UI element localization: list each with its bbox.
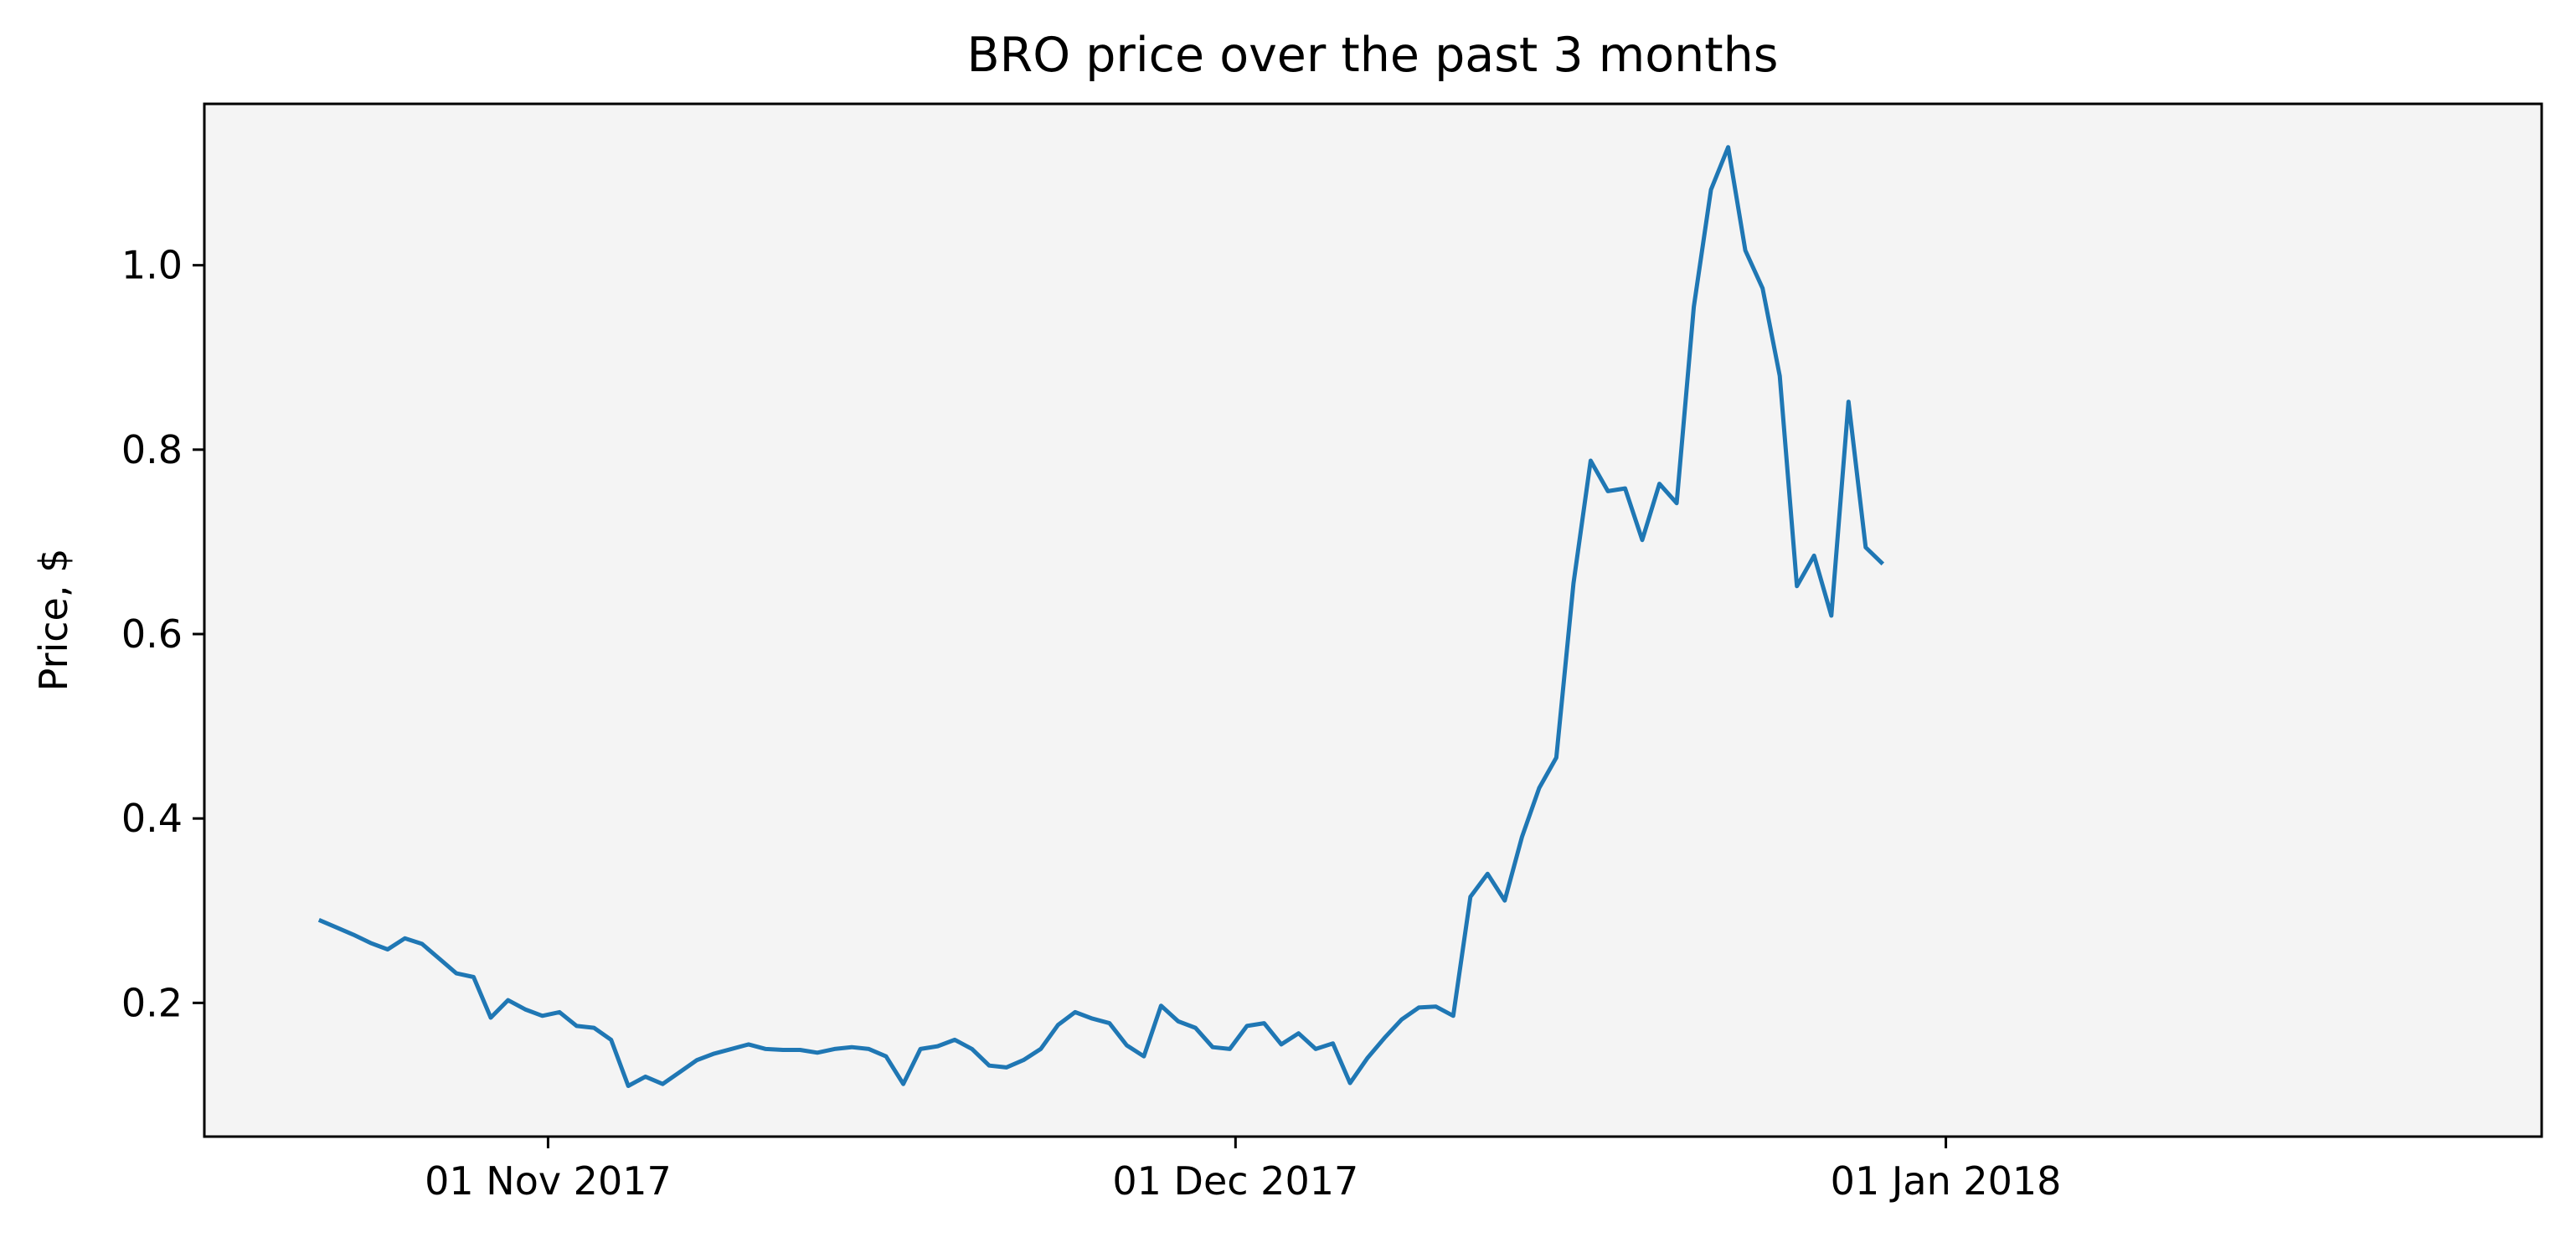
chart-marks [317, 145, 1885, 1088]
y-axis-ticks: 0.2 0.4 0.6 0.8 1.0 [121, 243, 204, 1025]
y-tick-label: 1.0 [121, 243, 183, 288]
y-axis-label: Price, $ [31, 549, 76, 692]
series-line [317, 145, 1885, 1088]
x-tick-label: 01 Dec 2017 [1112, 1158, 1358, 1204]
plot-area [204, 104, 2542, 1137]
y-tick-label: 0.8 [121, 427, 183, 472]
plot-frame [203, 102, 2543, 1138]
y-tick-label: 0.2 [121, 980, 183, 1025]
y-tick-label: 0.6 [121, 611, 183, 657]
x-axis-ticks: 01 Nov 2017 01 Dec 2017 01 Jan 2018 [425, 1137, 2061, 1204]
y-tick-label: 0.4 [121, 796, 183, 841]
x-tick-label: 01 Nov 2017 [425, 1158, 672, 1204]
x-tick-label: 01 Jan 2018 [1831, 1158, 2062, 1204]
chart-title: BRO price over the past 3 months [967, 28, 1779, 83]
